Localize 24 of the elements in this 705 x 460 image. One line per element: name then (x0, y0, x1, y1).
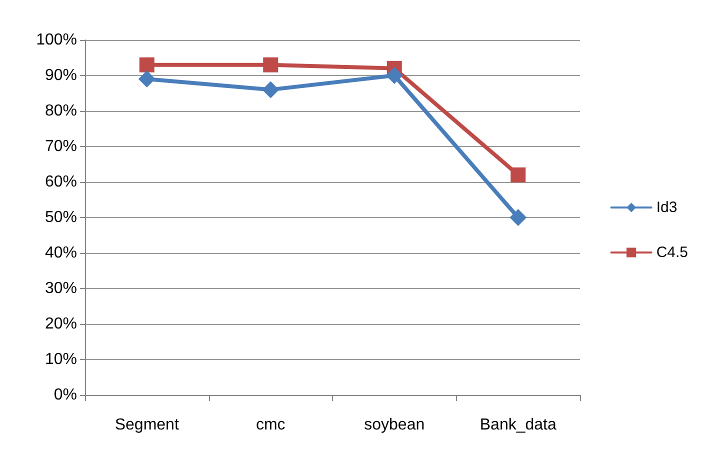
y-tick-label: 20% (44, 316, 77, 332)
legend-label: C4.5 (656, 244, 688, 261)
point (263, 57, 278, 72)
x-tick-label: Bank_data (480, 416, 556, 434)
point (510, 209, 527, 226)
y-tick-label: 80% (44, 102, 77, 120)
y-tick-label: 10% (44, 351, 77, 368)
point (262, 81, 280, 98)
y-tick-label: 60% (44, 174, 77, 190)
y-tick-label: 50% (44, 209, 77, 226)
legend-label: Id3 (656, 199, 678, 216)
y-tick-label: 70% (44, 138, 77, 155)
y-tick-label: 100% (36, 32, 77, 48)
x-tick-label: cmc (256, 416, 286, 434)
point (510, 167, 526, 182)
y-tick-label: 30% (44, 280, 77, 297)
y-tick-label: 0% (54, 386, 77, 404)
y-tick-label: 90% (44, 67, 77, 84)
y-tick-label: 40% (44, 244, 77, 262)
point (139, 57, 154, 72)
x-tick-label: soybean (364, 416, 425, 434)
x-tick-label: Segment (114, 416, 180, 434)
point (386, 67, 403, 84)
point (138, 70, 156, 88)
